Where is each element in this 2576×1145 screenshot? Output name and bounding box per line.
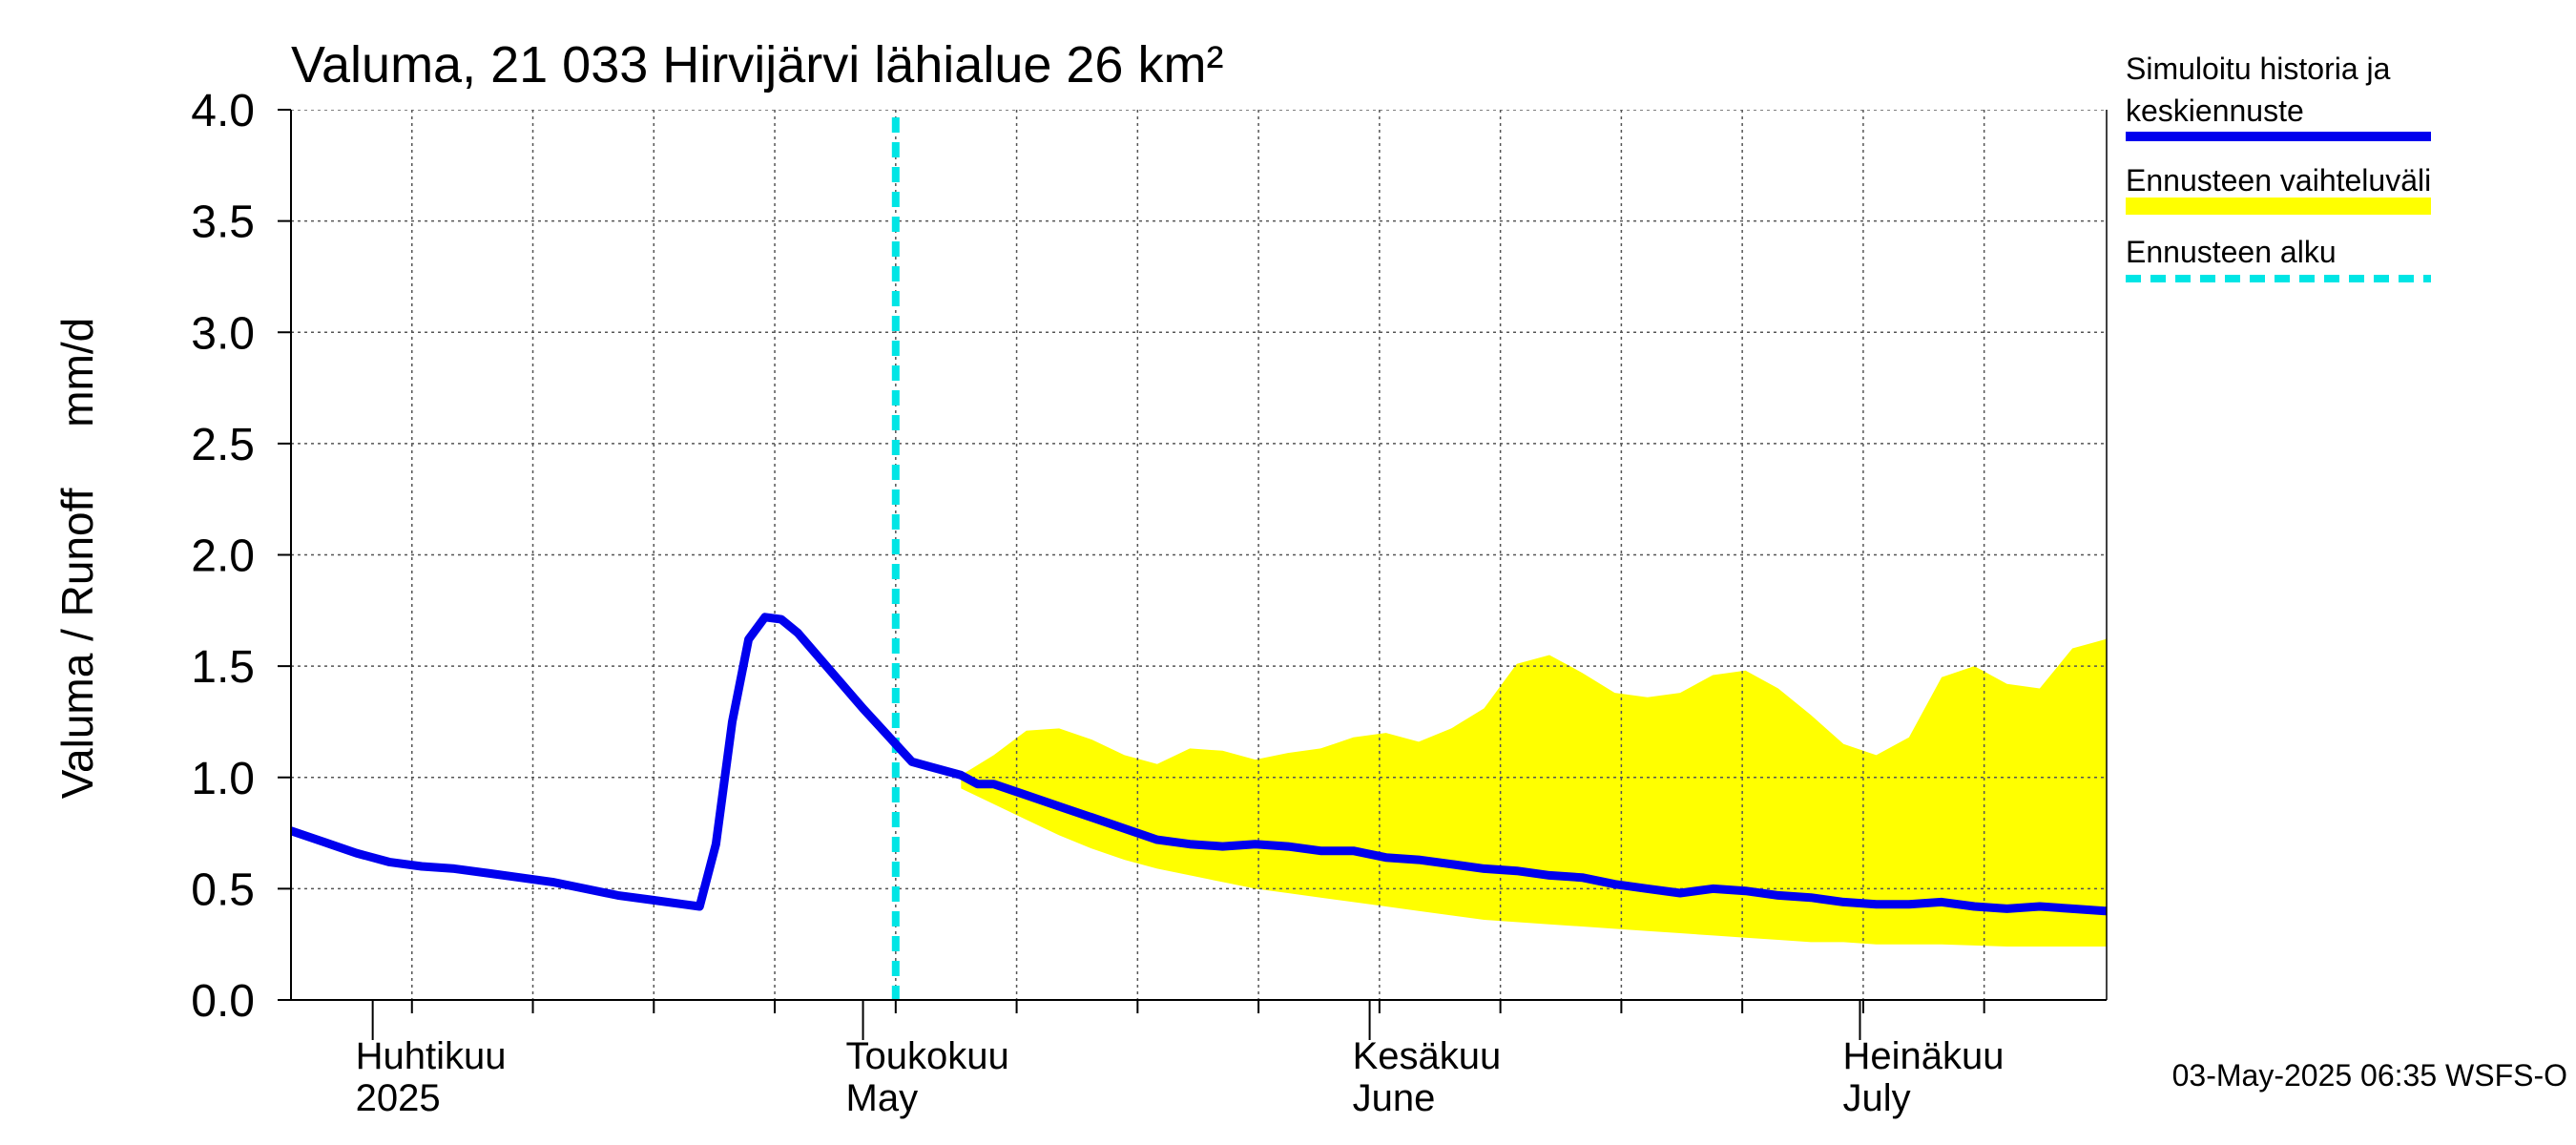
month-label-fi: Toukokuu [846,1035,1009,1077]
y-tick-label: 2.5 [191,420,255,470]
y-axis-label: Valuma / Runoff mm/d [52,318,102,800]
y-tick-label: 1.0 [191,754,255,804]
y-tick-label: 1.5 [191,642,255,693]
series-line-simulated [291,613,2107,916]
y-tick-label: 3.5 [191,198,255,248]
month-label-fi: Huhtikuu [356,1035,507,1077]
y-tick-label: 0.5 [191,864,255,915]
legend-label-range: Ennusteen vaihteluväli [2126,163,2431,198]
legend-label-forecast-start: Ennusteen alku [2126,235,2337,269]
plot-content [291,110,2107,1000]
footer-timestamp: 03-May-2025 06:35 WSFS-O [2172,1058,2567,1093]
y-tick-label: 2.0 [191,531,255,582]
month-label-en: June [1353,1077,1436,1119]
month-label-fi: Kesäkuu [1353,1035,1502,1077]
chart-title: Valuma, 21 033 Hirvijärvi lähialue 26 km… [291,36,1223,94]
month-label-en: May [846,1077,919,1119]
legend-label-simulated-2: keskiennuste [2126,94,2304,128]
y-tick-label: 3.0 [191,308,255,359]
legend: Simuloitu historia ja keskiennuste Ennus… [2126,52,2431,282]
month-label-en: July [1842,1077,1910,1119]
month-label-en: 2025 [356,1077,441,1119]
month-label-fi: Heinäkuu [1842,1035,2004,1077]
y-tick-label: 0.0 [191,976,255,1027]
forecast-range-band [961,637,2107,947]
y-tick-label: 4.0 [191,86,255,136]
legend-label-simulated-1: Simuloitu historia ja [2126,52,2391,86]
